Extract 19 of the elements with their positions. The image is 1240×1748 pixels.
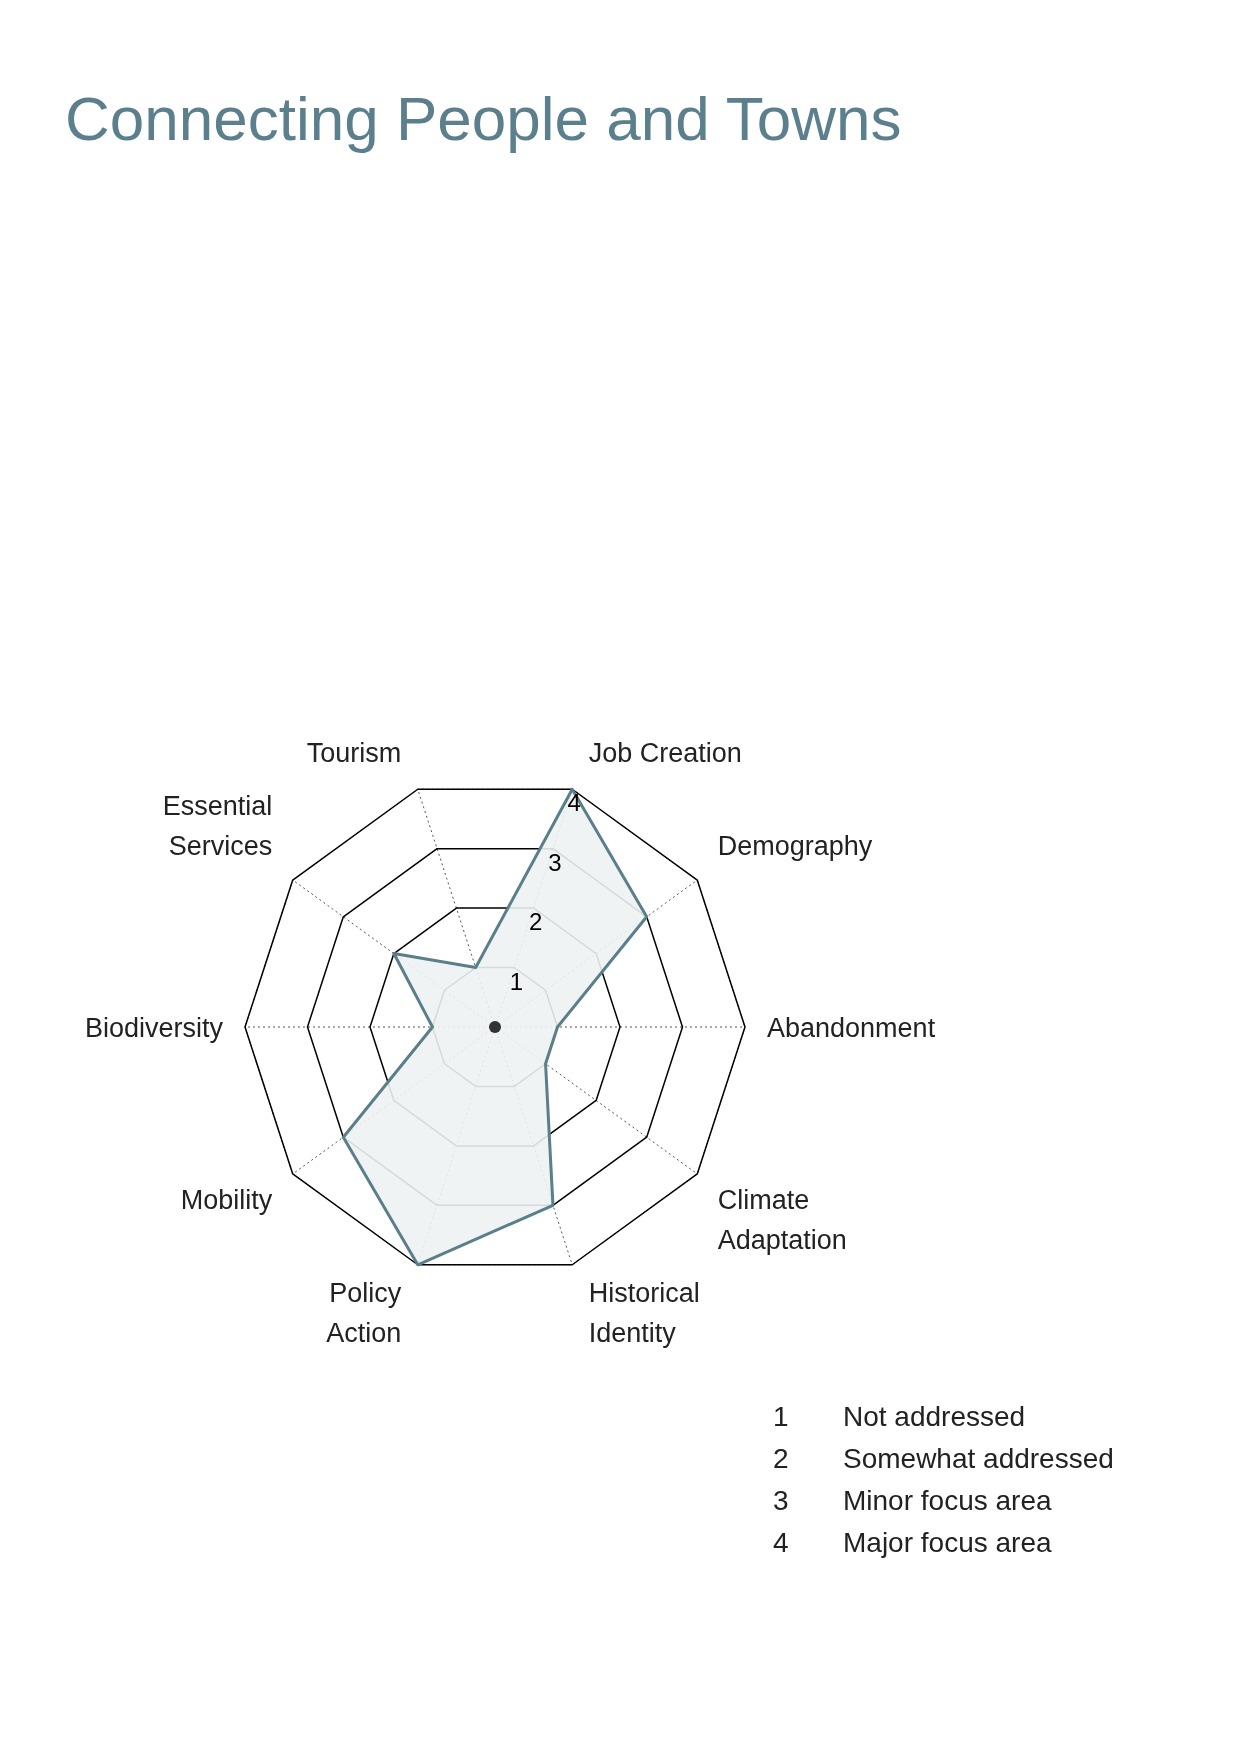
- y-tick-label: 2: [528, 908, 543, 936]
- spoke-label: Mobility: [180, 1184, 273, 1215]
- spoke-label: Abandonment: [767, 1013, 936, 1043]
- y-tick-label: 4: [567, 789, 581, 817]
- text: 3 Minor focus area: [773, 1485, 1052, 1516]
- text: 4 Major focus area: [773, 1527, 1052, 1558]
- spoke-label: Policy Action: [326, 1278, 402, 1349]
- y-tick-label: 1: [509, 967, 523, 995]
- spoke-label: Essential Services: [162, 791, 273, 862]
- spoke-label: Biodiversity: [84, 1013, 224, 1043]
- chart-title: Connecting People and Towns: [64, 83, 903, 155]
- y-tick-label: 3: [548, 848, 562, 876]
- spoke-label: Climate Adaptation: [717, 1184, 847, 1255]
- text: 2 Somewhat addressed: [773, 1443, 1114, 1474]
- text: 1 Not addressed: [773, 1401, 1026, 1432]
- spoke-label: Tourism: [306, 737, 402, 768]
- spoke-label: Job Creation: [588, 737, 742, 768]
- spoke-label: Historical Identity: [588, 1278, 700, 1349]
- spoke-label: Demography: [717, 831, 873, 862]
